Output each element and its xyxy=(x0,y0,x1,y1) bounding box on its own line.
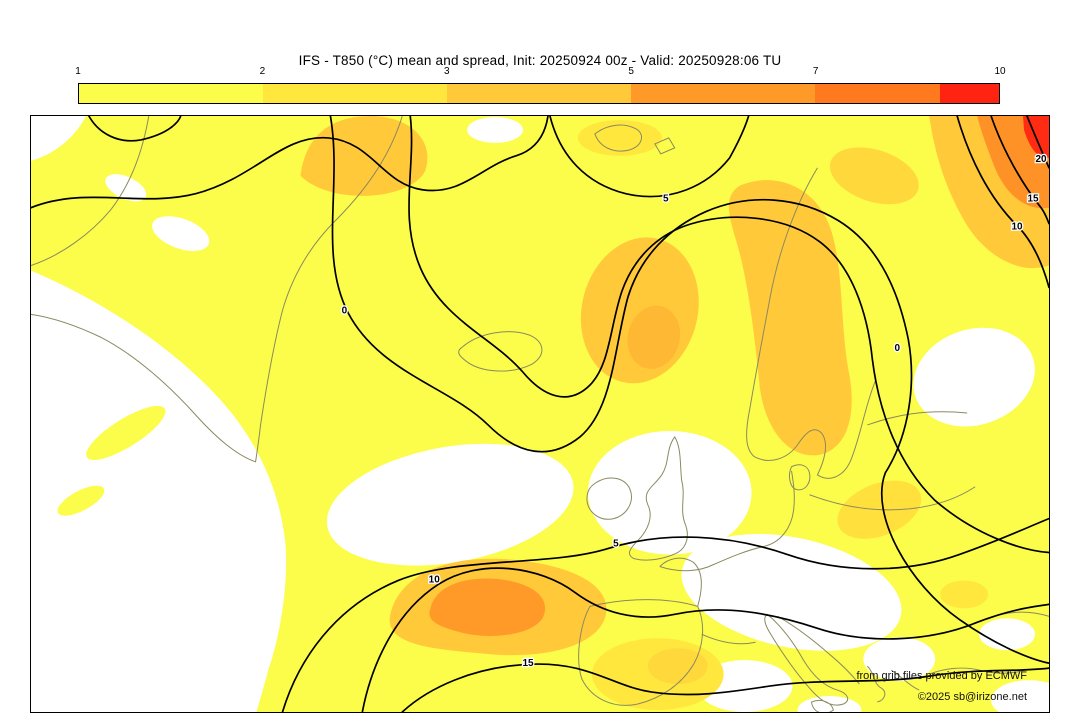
amber-patch-scandinavia xyxy=(728,180,852,456)
white-region-uk xyxy=(587,430,752,555)
contour-ne-gradient-1 xyxy=(956,116,1049,289)
colorbar-segment-yellow xyxy=(79,84,263,103)
spread-shading xyxy=(31,116,1049,712)
contour-label: 10 xyxy=(1012,222,1024,233)
contour-label: 15 xyxy=(1027,194,1039,205)
white-region-central-europe xyxy=(681,533,902,651)
greenland-coastline xyxy=(31,116,403,463)
colorbar-tick-5: 5 xyxy=(628,66,634,77)
white-region-east xyxy=(913,327,1035,427)
iceland-coastline xyxy=(458,331,543,372)
orange-core-norwegian-sea xyxy=(627,305,681,369)
contour-top-left xyxy=(31,116,549,209)
iberia-coastline xyxy=(578,599,704,706)
chart-title: IFS - T850 (°C) mean and spread, Init: 2… xyxy=(298,53,782,68)
ireland-coastline xyxy=(586,477,632,520)
colorbar-tick-3: 3 xyxy=(444,66,450,77)
svalbard-coastline xyxy=(594,124,676,155)
contour-inner-trough xyxy=(408,116,1049,554)
contour-labels: 0 5 0 5 10 15 10 15 20 xyxy=(340,153,1048,671)
map-svg: 0 5 0 5 10 15 10 15 20 xyxy=(31,116,1049,712)
contour-ne-gradient-3 xyxy=(1026,116,1049,169)
colorbar-segment-red xyxy=(940,84,999,103)
contour-nw-corner xyxy=(88,116,182,142)
white-region-ionian xyxy=(863,637,936,682)
white-region-mid-atlantic xyxy=(326,443,574,566)
uk-coastline xyxy=(628,436,688,561)
gold-patch-svalbard xyxy=(577,119,662,156)
contour-label: 20 xyxy=(1035,154,1047,165)
colorbar-segment-deep-orange xyxy=(815,84,941,103)
colorbar-segment-orange xyxy=(631,84,815,103)
contour-zero-main xyxy=(329,116,1049,665)
colorbar-segment-gold xyxy=(263,84,447,103)
mediterranean-coastline xyxy=(701,611,1049,703)
contour-arctic-ridge xyxy=(549,116,750,198)
colorbar-tick-1: 1 xyxy=(75,66,81,77)
contour-ne-gradient-2 xyxy=(990,116,1049,225)
gold-patch-aegean xyxy=(940,580,989,609)
mean-contours xyxy=(31,116,1049,712)
contour-label: 5 xyxy=(663,194,669,205)
yellow-streak-atlantic-1 xyxy=(86,405,166,460)
white-region-sw-atlantic xyxy=(31,270,287,712)
contour-label: 10 xyxy=(429,574,441,585)
denmark-coastline xyxy=(789,464,811,491)
italy-coastline xyxy=(764,613,849,712)
contour-label: 5 xyxy=(613,539,619,550)
contour-label: 0 xyxy=(895,343,901,354)
contour-five-south xyxy=(281,517,1049,712)
white-spot-greenland-2 xyxy=(105,174,147,202)
colorbar-tick-2: 2 xyxy=(259,66,266,77)
colorbar-tick-10: 10 xyxy=(994,66,1006,77)
scandinavia-coastline xyxy=(746,167,976,511)
colorbar-tick-row: 1 2 3 5 7 10 xyxy=(75,66,1005,81)
credit-copyright: ©2025 sb@irizone.net xyxy=(917,691,1027,703)
white-region-se-corner xyxy=(991,680,1049,712)
white-region-black-sea xyxy=(979,618,1036,651)
white-spot-arctic xyxy=(467,116,524,143)
white-region-nw-corner xyxy=(31,116,86,161)
spread-colorbar: 1 2 3 5 7 10 xyxy=(75,66,1006,106)
yellow-streak-atlantic-2 xyxy=(57,485,105,516)
gold-patch-barents xyxy=(829,147,919,205)
contour-ten-south xyxy=(361,567,1049,712)
white-spot-greenland-1 xyxy=(152,216,210,251)
credit-source: from grib files provided by ECMWF xyxy=(856,670,1027,682)
colorbar-tick-7: 7 xyxy=(812,66,819,77)
amber-core-east-spain xyxy=(647,648,708,685)
orange-core-iberia xyxy=(429,578,546,636)
contour-label: 0 xyxy=(342,305,348,316)
contour-fifteen-south xyxy=(401,663,1049,712)
contour-label: 15 xyxy=(522,658,534,669)
map-area: 0 5 0 5 10 15 10 15 20 from grib files p… xyxy=(30,115,1050,713)
colorbar-segment-amber xyxy=(447,84,631,103)
colorbar-bar xyxy=(78,83,1000,104)
